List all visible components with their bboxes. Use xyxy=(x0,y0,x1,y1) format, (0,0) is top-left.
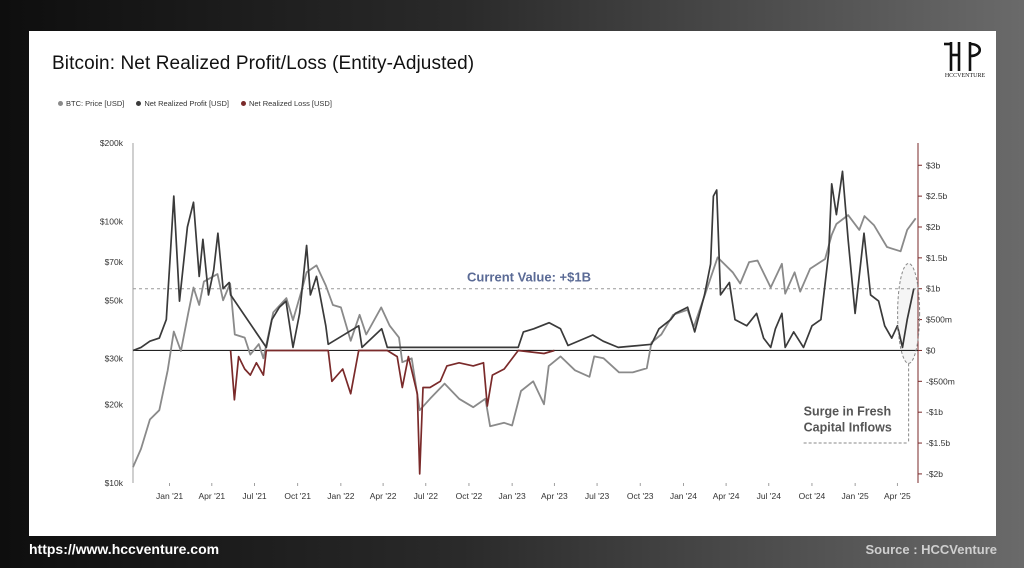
right-tick-label: $2.5b xyxy=(926,191,948,201)
chart-title: Bitcoin: Net Realized Profit/Loss (Entit… xyxy=(52,53,475,74)
x-tick-label: Jan '24 xyxy=(670,491,697,501)
right-tick-label: -$2b xyxy=(926,469,943,479)
x-tick-label: Jan '22 xyxy=(327,491,354,501)
legend-item-loss: Net Realized Loss [USD] xyxy=(240,99,332,108)
legend-label-price: BTC: Price [USD] xyxy=(66,99,125,108)
series-line-price xyxy=(132,214,917,468)
left-tick-label: $70k xyxy=(105,257,124,267)
series-group xyxy=(132,170,917,475)
right-tick-label: -$1.5b xyxy=(926,438,950,448)
left-tick-label: $10k xyxy=(105,478,124,488)
legend-dot-loss xyxy=(240,101,246,106)
legend-label-profit: Net Realized Profit [USD] xyxy=(144,99,229,108)
left-tick-label: $200k xyxy=(100,138,124,148)
series-line-loss xyxy=(229,349,555,475)
x-tick-label: Apr '21 xyxy=(198,491,225,501)
legend: BTC: Price [USD] Net Realized Profit [US… xyxy=(58,99,332,108)
x-tick-label: Jan '23 xyxy=(499,491,526,501)
legend-item-profit: Net Realized Profit [USD] xyxy=(136,99,229,108)
hccventure-logo-icon xyxy=(944,42,982,71)
left-tick-label: $50k xyxy=(105,295,124,305)
right-tick-label: $2b xyxy=(926,222,940,232)
reference-lines: Current Value: +$1B xyxy=(133,270,918,352)
annotation-text-line: Capital Inflows xyxy=(804,420,892,434)
right-tick-label: $1.5b xyxy=(926,253,948,263)
x-tick-label: Apr '22 xyxy=(370,491,397,501)
right-tick-label: $500m xyxy=(926,315,952,325)
x-tick-label: Jul '23 xyxy=(585,491,610,501)
x-tick-label: Jan '25 xyxy=(842,491,869,501)
x-tick-label: Jan '21 xyxy=(156,491,183,501)
left-tick-label: $20k xyxy=(105,399,124,409)
right-tick-label: $3b xyxy=(926,160,940,170)
annotations: Surge in Fresh Capital Inflows xyxy=(803,262,921,444)
right-axis-ticks: $3b $2.5b $2b $1.5b $1b $500m $0 -$500m -$1b -$1.… xyxy=(918,160,955,479)
left-tick-label: $100k xyxy=(100,217,124,227)
x-tick-label: Jul '21 xyxy=(242,491,267,501)
right-tick-label: -$1b xyxy=(926,407,943,417)
chart-card: Bitcoin: Net Realized Profit/Loss (Entit… xyxy=(29,31,996,536)
current-value-label: Current Value: +$1B xyxy=(467,270,591,285)
x-tick-label: Oct '24 xyxy=(799,491,826,501)
x-tick-label: Apr '25 xyxy=(884,491,911,501)
legend-dot-price xyxy=(58,101,63,106)
annotation-ellipse xyxy=(897,262,921,364)
x-tick-label: Oct '23 xyxy=(627,491,654,501)
legend-label-loss: Net Realized Loss [USD] xyxy=(248,99,332,108)
footer-url[interactable]: https://www.hccventure.com xyxy=(29,541,220,557)
logo-text: HCCVENTURE xyxy=(944,73,986,79)
annotation-text-line: Surge in Fresh xyxy=(804,404,892,418)
left-tick-label: $30k xyxy=(105,353,124,363)
series-line-profit xyxy=(132,170,915,352)
x-tick-label: Apr '23 xyxy=(541,491,568,501)
legend-dot-profit xyxy=(136,101,142,106)
x-tick-label: Jul '22 xyxy=(414,491,439,501)
right-tick-label: $1b xyxy=(926,284,940,294)
right-tick-label: -$500m xyxy=(926,376,955,386)
right-tick-label: $0 xyxy=(926,345,936,355)
x-tick-label: Jul '24 xyxy=(757,491,782,501)
x-tick-label: Apr '24 xyxy=(713,491,740,501)
x-axis-ticks: Jan '21 Apr '21 Jul '21 Oct '21 Jan '22 Apr '… xyxy=(156,483,911,501)
x-tick-label: Oct '22 xyxy=(456,491,483,501)
left-axis-ticks: $10k $20k $30k $50k $70k $100k $200k xyxy=(100,138,124,488)
x-tick-label: Oct '21 xyxy=(284,491,311,501)
legend-item-price: BTC: Price [USD] xyxy=(58,99,124,108)
footer-source: Source : HCCVenture xyxy=(865,542,997,557)
chart-svg: Current Value: +$1B $10k $20k $30k $50k $70k… xyxy=(100,138,955,501)
